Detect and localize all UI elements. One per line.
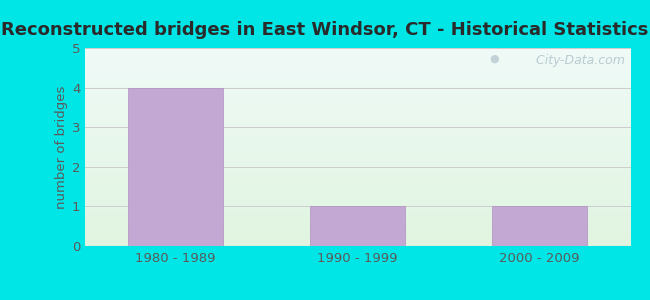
- Y-axis label: number of bridges: number of bridges: [55, 85, 68, 209]
- Text: ●: ●: [489, 54, 499, 64]
- Bar: [492, 206, 587, 246]
- Bar: [310, 206, 405, 246]
- Text: City-Data.com: City-Data.com: [532, 54, 625, 67]
- Bar: [128, 88, 223, 246]
- Text: Reconstructed bridges in East Windsor, CT - Historical Statistics: Reconstructed bridges in East Windsor, C…: [1, 21, 649, 39]
